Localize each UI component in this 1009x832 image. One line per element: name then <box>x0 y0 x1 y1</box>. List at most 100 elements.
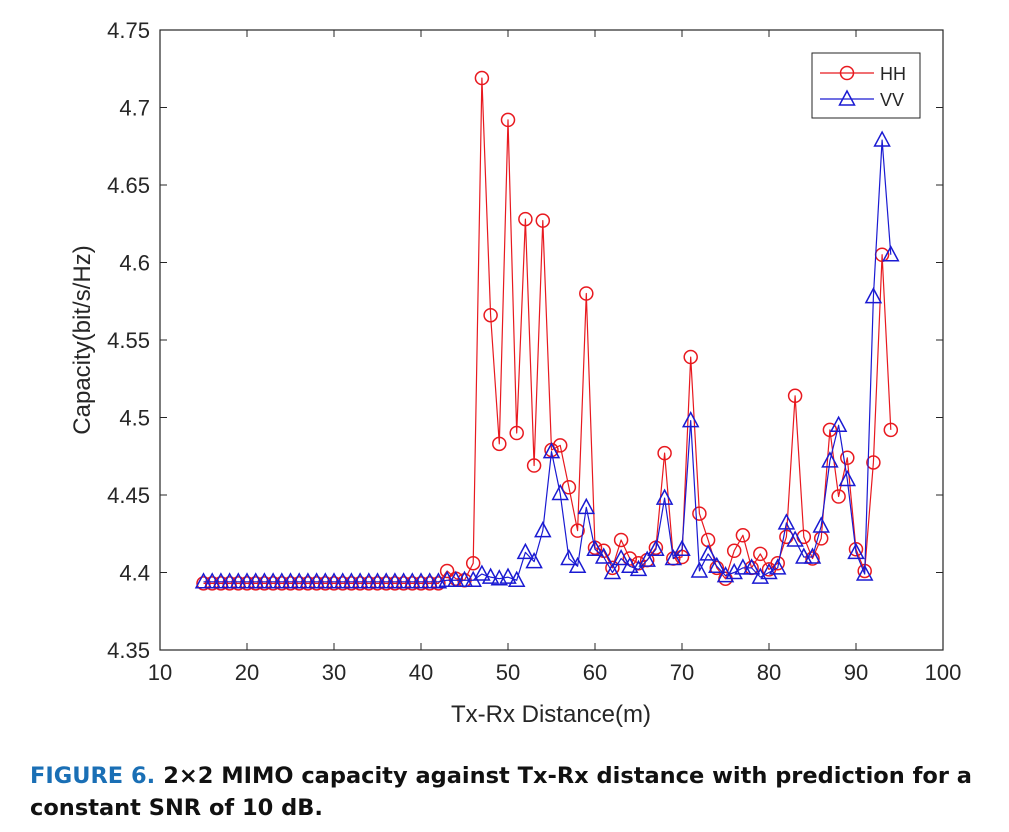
legend-box <box>811 52 921 119</box>
data-point-vv <box>786 530 804 547</box>
data-point-hh <box>805 551 820 566</box>
data-point-vv <box>708 556 726 574</box>
y-tick-label: 4.35 <box>107 638 150 663</box>
data-point-hh <box>787 388 803 404</box>
data-point-hh <box>848 542 864 557</box>
y-tick-label: 4.65 <box>107 173 150 198</box>
data-point-hh <box>431 576 446 591</box>
x-tick-label: 20 <box>235 660 259 685</box>
data-point-vv <box>594 547 613 564</box>
series-line-vv <box>203 139 892 583</box>
data-point-vv <box>847 542 865 560</box>
data-point-vv <box>751 567 770 584</box>
data-point-vv <box>273 572 291 589</box>
data-point-hh <box>657 445 672 461</box>
capacity-chart: 10 20 30 40 50 60 70 80 90 100 4.35 4.4 4.45 4.5 4.55… <box>69 18 962 728</box>
data-point-hh <box>283 576 298 591</box>
data-point-vv <box>812 516 830 533</box>
data-point-vv <box>438 570 456 587</box>
data-point-vv <box>864 287 883 304</box>
data-point-hh <box>257 576 272 591</box>
data-point-hh <box>465 555 481 571</box>
data-point-hh <box>413 576 429 591</box>
legend-marker-hh <box>839 65 855 81</box>
data-point-hh <box>352 576 368 591</box>
data-point-vv <box>525 552 543 569</box>
data-point-vv <box>455 570 474 587</box>
data-point-vv <box>621 556 639 574</box>
data-point-hh <box>579 286 594 301</box>
data-point-vv <box>577 497 596 515</box>
y-tick-label: 4.45 <box>107 483 150 508</box>
legend-label-vv: VV <box>880 90 904 110</box>
data-point-vv <box>516 542 535 560</box>
data-point-hh <box>483 307 498 323</box>
data-point-hh <box>683 349 698 365</box>
data-point-vv <box>412 572 430 589</box>
data-point-vv <box>360 572 378 589</box>
x-axis-label: Tx-Rx Distance(m) <box>451 701 651 728</box>
data-point-hh <box>770 555 785 571</box>
data-point-vv <box>342 572 361 589</box>
figure-caption: FIGURE 6. 2×2 MIMO capacity against Tx-Rx… <box>30 760 995 824</box>
data-point-vv <box>534 521 552 538</box>
data-point-vv <box>725 562 743 580</box>
data-point-vv <box>734 558 752 575</box>
data-series <box>194 70 900 591</box>
data-point-vv <box>882 245 900 262</box>
x-tick-label: 40 <box>409 660 433 685</box>
data-point-vv <box>551 483 569 501</box>
data-point-hh <box>265 576 281 591</box>
y-axis-label: Capacity(bit/s/Hz) <box>69 245 96 434</box>
data-point-vv <box>394 572 413 589</box>
data-point-hh <box>570 523 585 538</box>
data-point-hh <box>387 576 403 591</box>
x-tick-label: 80 <box>757 660 781 685</box>
data-point-vv <box>307 572 326 589</box>
data-point-vv <box>447 570 465 587</box>
data-point-vv <box>873 130 891 147</box>
data-point-vv <box>699 544 717 561</box>
legend-entry-hh: HH <box>820 64 906 84</box>
data-point-vv <box>238 572 256 589</box>
data-point-hh <box>239 576 255 591</box>
data-point-vv <box>299 572 317 589</box>
data-point-vv <box>255 572 274 589</box>
data-point-hh <box>231 576 246 591</box>
data-point-hh <box>318 576 333 591</box>
data-point-hh <box>500 112 516 128</box>
y-tick-label: 4.55 <box>107 328 150 353</box>
x-tick-label: 60 <box>583 660 607 685</box>
data-point-vv <box>586 539 604 556</box>
data-point-vv <box>638 550 656 567</box>
data-point-hh <box>204 576 220 591</box>
data-point-hh <box>405 576 420 591</box>
legend-entry-vv: VV <box>820 89 904 110</box>
data-point-hh <box>753 546 768 562</box>
y-tick-labels: 4.35 4.4 4.45 4.5 4.55 4.6 4.65 4.7 4.75 <box>107 18 150 663</box>
data-point-hh <box>561 480 577 495</box>
data-point-vv <box>560 548 578 566</box>
data-point-vv <box>290 572 308 589</box>
data-point-vv <box>212 572 230 589</box>
legend-marker-vv <box>838 89 856 106</box>
data-point-vv <box>316 572 335 589</box>
data-point-vv <box>281 572 300 589</box>
data-point-hh <box>213 576 229 591</box>
data-point-vv <box>603 562 622 580</box>
x-tick-labels: 10 20 30 40 50 60 70 80 90 100 <box>148 660 962 685</box>
data-point-hh <box>840 450 855 466</box>
data-point-vv <box>629 559 648 577</box>
data-point-vv <box>220 572 239 589</box>
data-point-hh <box>613 532 629 548</box>
data-point-vv <box>777 513 796 530</box>
data-point-vv <box>690 561 709 578</box>
data-point-hh <box>692 506 707 521</box>
data-point-hh <box>196 576 211 591</box>
data-point-vv <box>838 469 857 487</box>
data-point-vv <box>481 567 500 584</box>
data-point-hh <box>344 576 359 591</box>
x-tick-label: 90 <box>844 660 868 685</box>
data-point-hh <box>709 560 725 576</box>
data-point-vv <box>821 451 839 468</box>
